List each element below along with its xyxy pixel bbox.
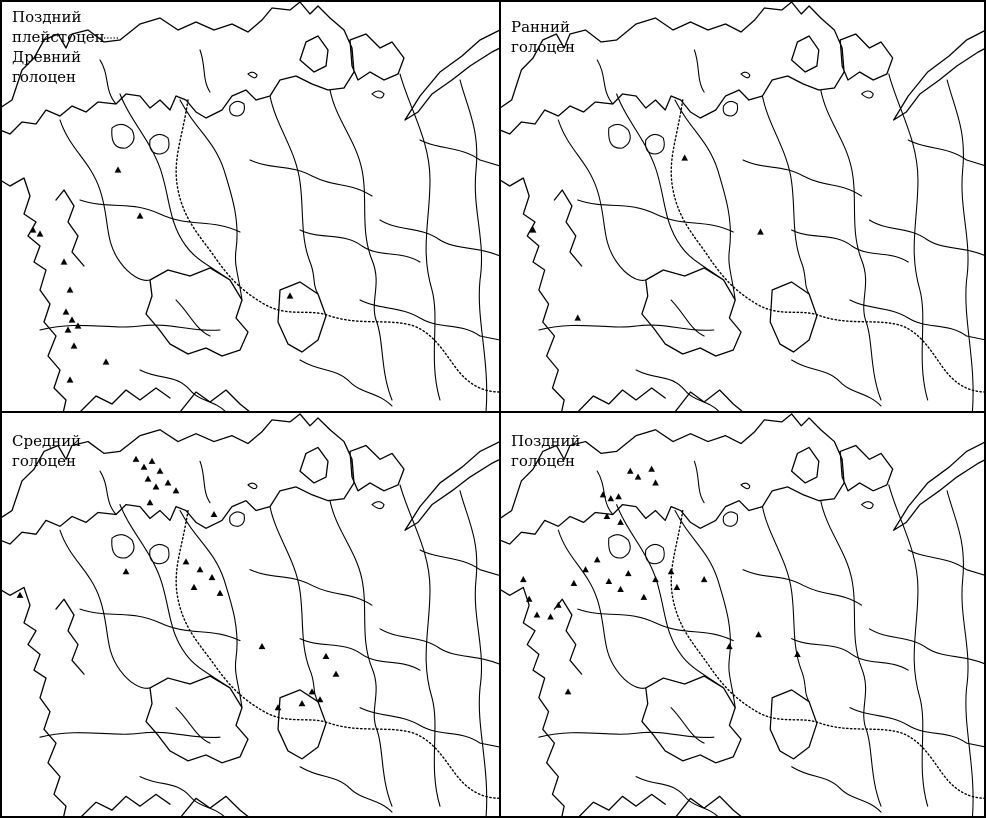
site-marker-icon <box>216 589 224 596</box>
site-marker-icon <box>102 358 110 365</box>
site-marker-icon <box>652 575 659 583</box>
site-marker-icon <box>196 566 204 573</box>
site-marker-icon <box>605 577 613 585</box>
site-marker-icon <box>533 611 541 618</box>
site-marker-icon <box>726 642 733 650</box>
site-marker-icon <box>156 467 164 474</box>
site-marker-icon <box>274 704 282 711</box>
panel-label-line: Средний <box>12 432 81 450</box>
site-marker-icon <box>114 166 122 173</box>
site-marker-icon <box>332 670 340 677</box>
map-panel-late-pleistocene: Поздний плейстоцен Древний голоцен <box>0 1 500 412</box>
site-marker-icon <box>681 154 688 161</box>
panel-label-line: Ранний <box>511 18 570 36</box>
site-marker-icon <box>66 286 74 293</box>
site-marker-icon <box>70 342 78 349</box>
site-marker-icon <box>574 314 582 321</box>
site-marker-icon <box>298 700 306 707</box>
site-marker-icon <box>136 212 144 219</box>
site-marker-icon <box>144 475 152 482</box>
site-markers <box>529 154 764 321</box>
site-markers <box>520 465 801 695</box>
site-marker-icon <box>615 493 622 500</box>
site-marker-icon <box>16 591 24 598</box>
site-marker-icon <box>148 457 156 464</box>
site-marker-icon <box>66 376 74 383</box>
site-marker-icon <box>182 558 190 565</box>
site-marker-icon <box>172 487 180 494</box>
site-marker-icon <box>122 568 130 575</box>
site-marker-icon <box>164 479 172 486</box>
panel-label-line: плейстоцен <box>12 28 105 46</box>
site-marker-icon <box>258 642 266 650</box>
site-marker-icon <box>626 467 634 474</box>
panel-label-line: Поздний <box>12 8 82 26</box>
site-marker-icon <box>755 631 762 638</box>
site-marker-icon <box>700 575 708 583</box>
site-marker-icon <box>624 570 632 577</box>
site-marker-icon <box>648 465 655 472</box>
site-marker-icon <box>570 579 578 587</box>
site-marker-icon <box>68 316 76 323</box>
map-panel-middle-holocene: Средний голоцен <box>0 413 500 818</box>
panel-label-line: Поздний <box>511 432 581 450</box>
site-marker-icon <box>36 230 44 237</box>
site-markers <box>16 455 340 711</box>
site-marker-icon <box>599 491 607 498</box>
site-marker-icon <box>60 258 68 265</box>
panel-label-line: голоцен <box>511 452 575 470</box>
site-marker-icon <box>322 652 330 659</box>
site-marker-icon <box>62 308 70 315</box>
panel-label: Поздний плейстоцен Древний голоцен <box>12 8 109 86</box>
site-marker-icon <box>316 696 324 703</box>
site-marker-icon <box>547 613 554 620</box>
site-marker-icon <box>757 228 764 235</box>
map-panel-early-holocene: Ранний голоцен <box>500 1 986 412</box>
panel-label: Ранний голоцен <box>511 18 575 56</box>
panel-label: Средний голоцен <box>12 432 86 470</box>
site-marker-icon <box>146 499 154 506</box>
site-marker-icon <box>652 479 659 486</box>
site-marker-icon <box>667 568 675 575</box>
panel-label-line: голоцен <box>12 68 76 86</box>
panel-label-line: голоцен <box>12 452 76 470</box>
site-marker-icon <box>286 292 294 299</box>
site-marker-icon <box>208 574 216 581</box>
panel-label-line: голоцен <box>511 38 575 56</box>
site-marker-icon <box>564 688 572 695</box>
map-panel-late-holocene: Поздний голоцен <box>500 413 986 818</box>
site-marker-icon <box>29 226 37 233</box>
site-marker-icon <box>640 593 648 600</box>
site-marker-icon <box>132 455 140 462</box>
site-marker-icon <box>152 483 160 490</box>
site-marker-icon <box>593 556 601 563</box>
site-marker-icon <box>673 583 681 590</box>
site-marker-icon <box>617 585 624 592</box>
site-marker-icon <box>607 495 615 502</box>
site-marker-icon <box>582 566 589 573</box>
site-marker-icon <box>794 650 801 657</box>
site-marker-icon <box>555 601 562 608</box>
panel-label-line: Древний <box>12 48 81 66</box>
site-marker-icon <box>634 473 642 480</box>
site-marker-icon <box>140 463 148 470</box>
site-marker-icon <box>210 510 218 518</box>
site-marker-icon <box>617 518 624 525</box>
site-marker-icon <box>520 575 527 583</box>
site-marker-icon <box>64 326 72 333</box>
panel-label: Поздний голоцен <box>511 432 585 470</box>
site-marker-icon <box>190 583 198 590</box>
